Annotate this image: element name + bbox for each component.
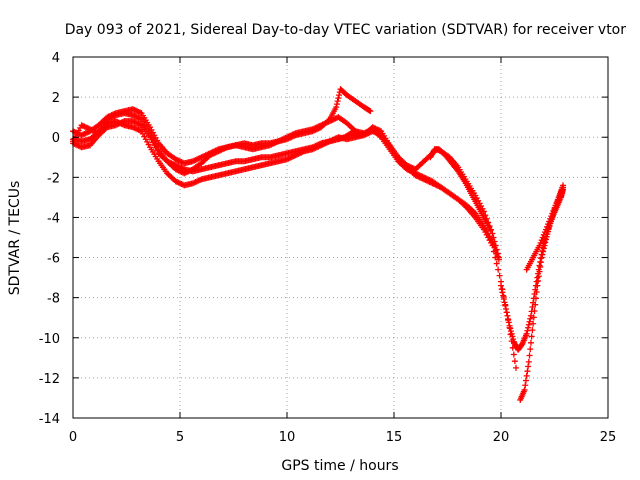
y-tick-label: -12 — [39, 372, 60, 387]
y-tick-label: 2 — [52, 91, 60, 106]
y-tick-label: -10 — [39, 332, 60, 347]
grid — [73, 57, 608, 418]
y-tick-label: -2 — [47, 171, 60, 186]
series — [427, 146, 494, 233]
y-tick-label: -6 — [47, 252, 60, 267]
axis-ticks: 0 5 10 15 20 25 -14 -12 -10 -8 -6 -4 -2 0 2 4 — [39, 51, 617, 445]
y-tick-label: -14 — [39, 412, 60, 427]
y-axis-title: SDTVAR / TECUs — [7, 181, 23, 296]
chart-title: Day 093 of 2021, Sidereal Day-to-day VTE… — [65, 22, 627, 38]
x-tick-label: 25 — [600, 430, 617, 445]
x-axis-title: GPS time / hours — [281, 458, 398, 474]
plot-frame — [72, 56, 609, 419]
y-tick-label: 4 — [52, 51, 60, 66]
y-tick-label: -4 — [47, 211, 60, 226]
data-point-markers — [427, 146, 494, 233]
x-tick-label: 20 — [493, 430, 510, 445]
y-tick-label: -8 — [47, 292, 60, 307]
data-point-markers — [523, 182, 567, 273]
x-tick-label: 0 — [69, 430, 77, 445]
x-tick-label: 10 — [279, 430, 296, 445]
x-tick-label: 15 — [386, 430, 403, 445]
series — [523, 182, 567, 273]
y-tick-label: 0 — [52, 131, 60, 146]
x-tick-label: 5 — [176, 430, 184, 445]
